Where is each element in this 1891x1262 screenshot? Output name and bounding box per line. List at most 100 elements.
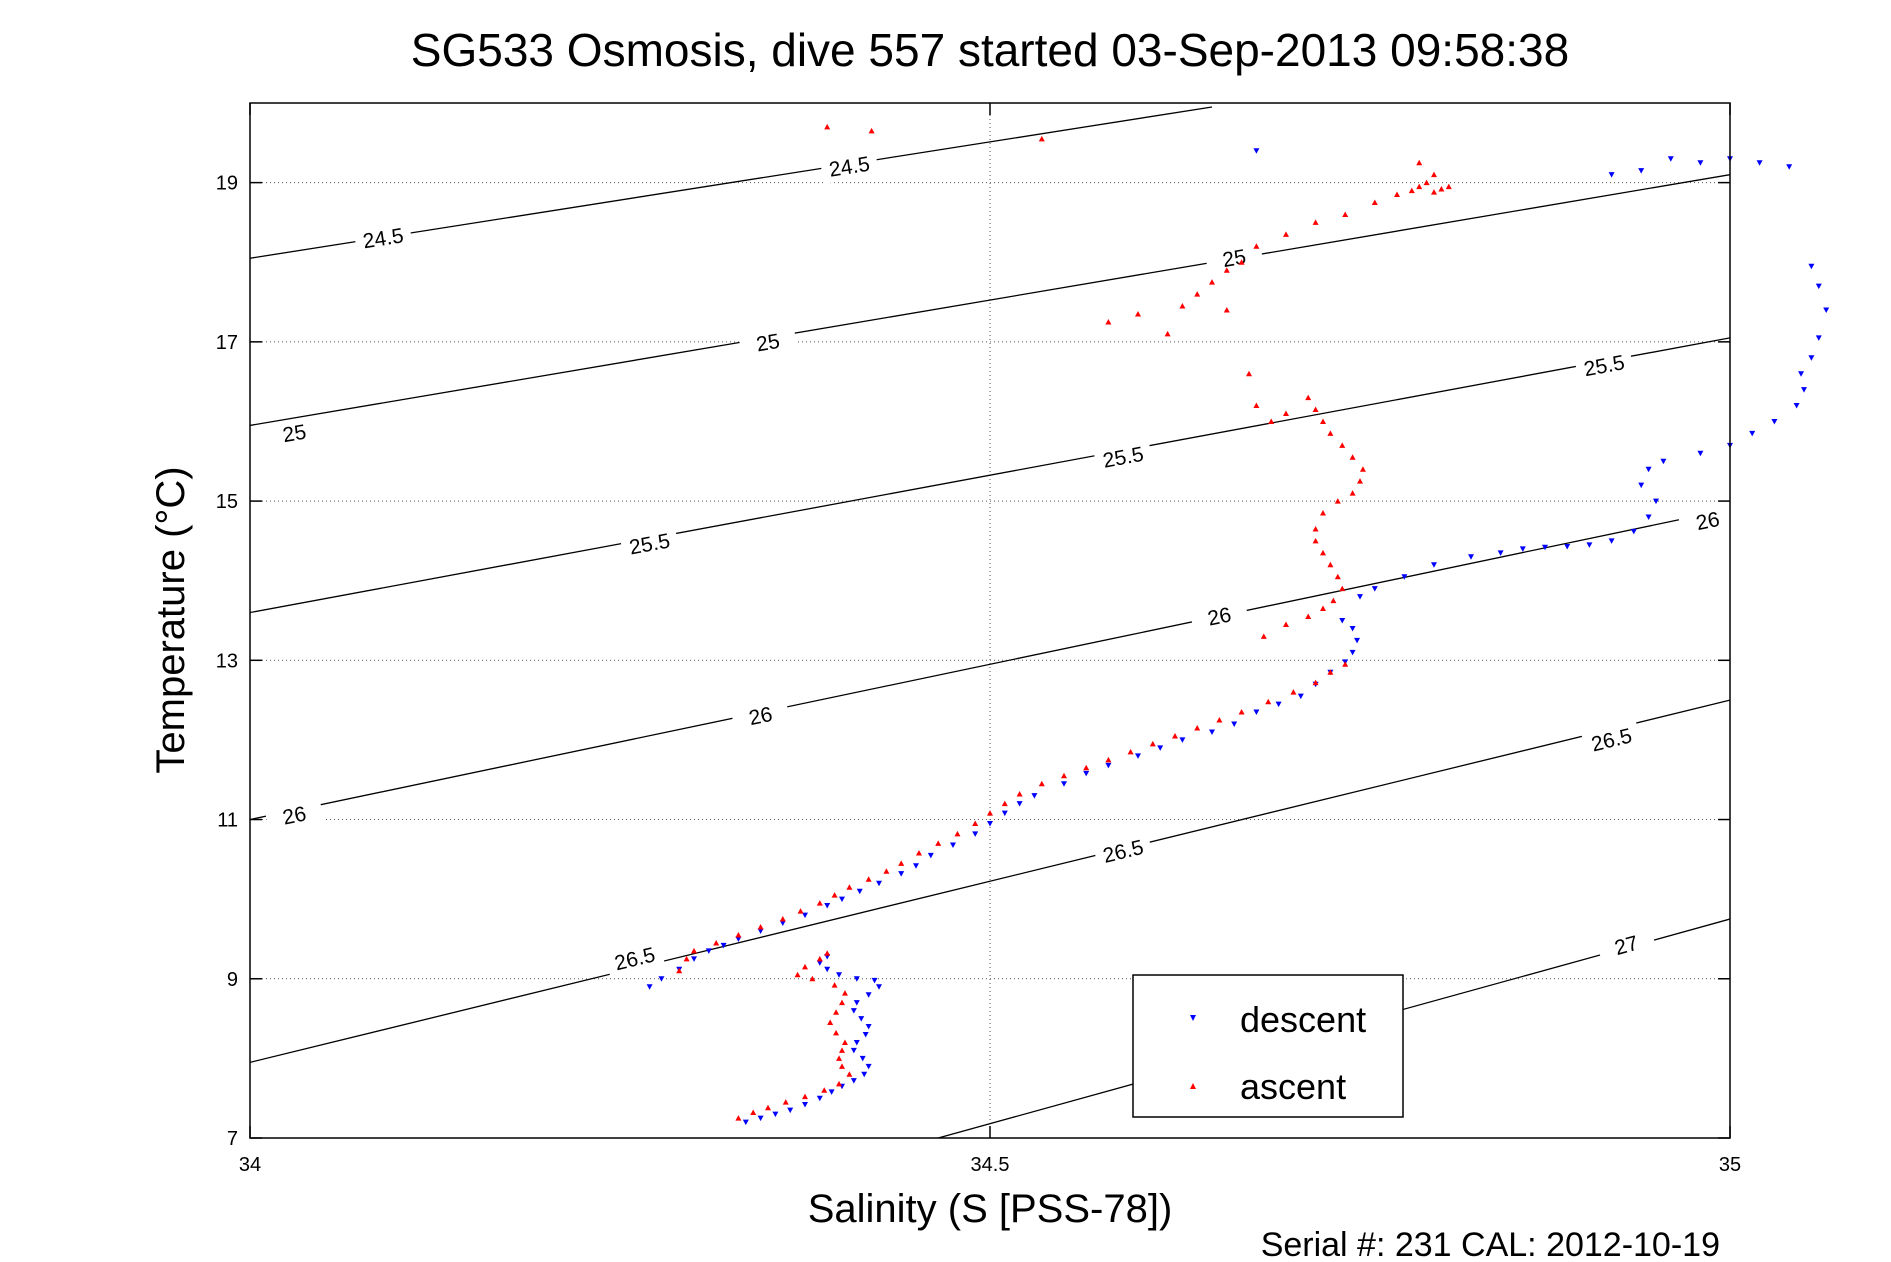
ascent-point-105 (1445, 183, 1452, 190)
ascent-point-95 (1283, 231, 1289, 237)
y-tick-label-7: 7 (227, 1128, 238, 1150)
descent-point-83 (1645, 466, 1652, 473)
descent-point-104 (1253, 148, 1260, 154)
descent-point-72 (1468, 554, 1474, 560)
descent-point-82 (1638, 482, 1645, 489)
ascent-point-1 (750, 1109, 757, 1116)
contour-label-bg-26.5-2 (1581, 720, 1642, 760)
contour-label-25-1: 25 (755, 330, 782, 357)
legend-label-descent: descent (1240, 999, 1366, 1040)
ascent-point-33 (846, 884, 853, 890)
descent-point-54 (1157, 745, 1164, 751)
descent-point-60 (1297, 693, 1304, 700)
plot-frame (249, 102, 1731, 1139)
descent-point-94 (1823, 307, 1830, 313)
descent-point-68 (1357, 594, 1363, 600)
descent-point-12 (850, 1047, 857, 1054)
descent-point-1 (757, 1115, 764, 1122)
descent-point-33 (735, 936, 742, 942)
descent-point-50 (1061, 781, 1067, 787)
ascent-point-104 (1438, 185, 1445, 192)
descent-point-46 (987, 821, 993, 827)
ascent-point-61 (1305, 613, 1312, 620)
ascent-point-39 (954, 830, 961, 837)
ascent-point-65 (1334, 573, 1341, 580)
density-contour-labels: 24.524.525252525.525.525.52626262626.526… (264, 149, 1738, 979)
descent-point-88 (1771, 418, 1778, 425)
descent-point-38 (839, 896, 845, 903)
descent-point-76 (1564, 543, 1571, 550)
descent-point-25 (816, 960, 823, 966)
ascent-point-11 (841, 1039, 848, 1045)
x-axis-ticks: 34 34.5 35 (239, 103, 1741, 1176)
ascent-point-62 (1320, 605, 1326, 612)
descent-point-67 (1339, 618, 1346, 624)
ascent-point-8 (839, 1063, 845, 1069)
ascent-point-10 (839, 1047, 845, 1053)
contour-label-bg-25-1 (738, 325, 798, 361)
descent-point-31 (705, 948, 712, 954)
descent-point-87 (1749, 430, 1756, 437)
ascent-point-102 (1423, 179, 1430, 186)
contour-label-bg-26.5-1 (1092, 832, 1154, 871)
descent-point-48 (1016, 801, 1023, 807)
y-axis-ticks: 7 9 11 13 15 17 19 (216, 173, 1730, 1150)
descent-point-58 (1253, 709, 1260, 716)
descent-point-77 (1586, 542, 1593, 548)
contour-label-26-3: 26 (1694, 508, 1722, 535)
ascent-point-5 (821, 1087, 828, 1093)
contour-label-26.5-2: 26.5 (1589, 724, 1634, 756)
ascent-point-29 (779, 916, 786, 922)
y-tick-label-11: 11 (217, 810, 238, 832)
descent-point-100 (1697, 160, 1704, 166)
ascent-point-90 (1209, 279, 1215, 285)
contour-label-25-0: 25 (281, 421, 308, 448)
ascent-point-94 (1253, 243, 1260, 249)
legend: descent ascent (1132, 974, 1404, 1118)
ascent-point-88 (1179, 303, 1186, 309)
descent-point-37 (824, 903, 831, 909)
descent-point-19 (865, 992, 872, 998)
ascent-point-58 (1342, 661, 1349, 667)
ascent-point-17 (831, 982, 838, 988)
ascent-point-67 (1320, 549, 1326, 556)
ascent-point-106 (1431, 171, 1437, 178)
ascent-point-9 (836, 1055, 843, 1061)
ascent-point-35 (883, 868, 890, 874)
grid-lines (250, 103, 1730, 1138)
descent-point-5 (816, 1095, 823, 1102)
contour-label-bg-27-0 (1595, 925, 1657, 966)
descent-point-36 (802, 912, 808, 919)
ascent-point-2 (765, 1104, 771, 1111)
contour-label-bg-25-0 (264, 415, 325, 451)
x-tick-label-35: 35 (1719, 1154, 1741, 1176)
ascent-point-28 (757, 924, 764, 930)
ascent-point-110 (1038, 135, 1045, 142)
ascent-point-107 (1416, 159, 1423, 166)
ascent-point-34 (865, 876, 872, 882)
descent-point-23 (836, 972, 843, 978)
contour-label-bg-26-1 (730, 697, 791, 735)
descent-point-30 (691, 956, 697, 962)
descent-point-14 (862, 1032, 869, 1038)
contour-label-bg-24.5-1 (819, 149, 880, 184)
descent-point-20 (876, 984, 882, 990)
descent-point-18 (853, 1000, 860, 1006)
ascent-point-103 (1431, 189, 1437, 195)
descent-point-8 (850, 1078, 857, 1084)
contour-label-26-1: 26 (747, 703, 775, 730)
descent-point-98 (1756, 160, 1763, 166)
ascent-point-52 (1216, 717, 1223, 723)
descent-point-79 (1630, 528, 1637, 535)
ascent-point-56 (1312, 679, 1319, 686)
descent-point-90 (1801, 387, 1807, 393)
ascent-point-70 (1320, 510, 1326, 516)
chart-title: SG533 Osmosis, dive 557 started 03-Sep-2… (411, 24, 1569, 76)
ascent-point-16 (841, 990, 848, 996)
ascent-point-19 (794, 971, 801, 978)
ascent-point-44 (1038, 780, 1045, 787)
ascent-point-63 (1330, 597, 1337, 604)
ascent-point-68 (1312, 537, 1319, 544)
ascent-point-60 (1283, 621, 1289, 627)
descent-point-70 (1401, 574, 1408, 580)
